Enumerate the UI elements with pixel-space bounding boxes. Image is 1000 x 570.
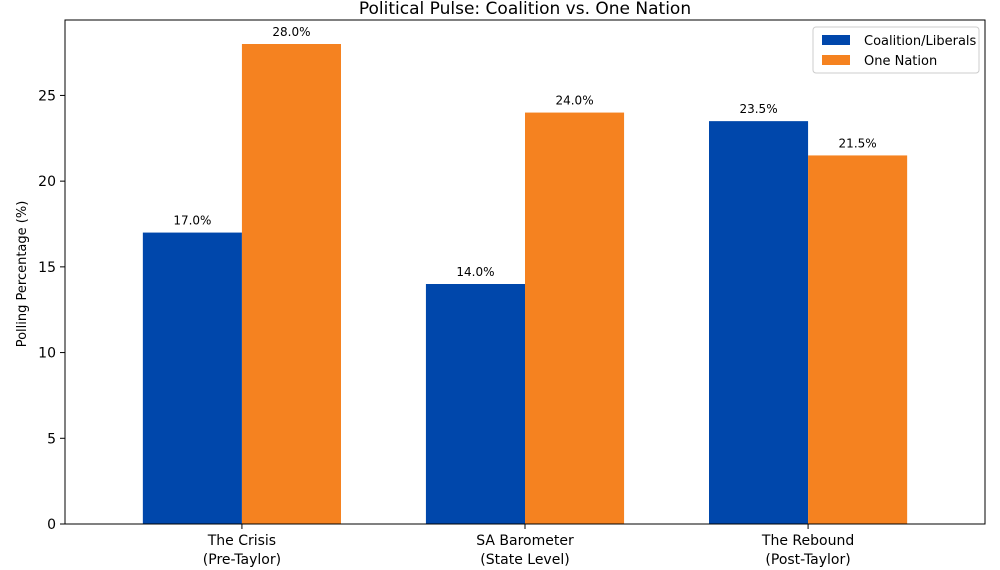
bar-one-nation-2: [808, 155, 908, 524]
data-label: 23.5%: [739, 102, 777, 116]
data-labels-group: 17.0% 14.0% 23.5% 28.0% 24.0% 21.5%: [173, 25, 876, 279]
x-tick-label: The Crisis: [207, 533, 276, 549]
y-tick-label: 10: [38, 346, 56, 362]
bar-coalition-0: [142, 232, 242, 525]
y-tick-label: 0: [47, 517, 56, 533]
y-tick-label: 5: [47, 431, 56, 447]
data-label: 24.0%: [555, 94, 593, 108]
y-tick-label: 20: [38, 174, 56, 190]
x-tick-label: (State Level): [480, 552, 569, 568]
legend: Coalition/Liberals One Nation: [812, 26, 980, 74]
x-axis-ticks: The Crisis (Pre-Taylor) SA Barometer (State…: [203, 524, 854, 568]
legend-box: [812, 26, 980, 74]
bar-one-nation-0: [241, 44, 341, 524]
chart-title: Political Pulse: Coalition vs. One Natio…: [359, 0, 691, 19]
legend-label: One Nation: [864, 54, 937, 69]
x-tick-label: (Pre-Taylor): [203, 552, 281, 568]
plot-frame: [64, 19, 986, 525]
legend-label: Coalition/Liberals: [864, 34, 977, 49]
y-axis-label: Polling Percentage (%): [15, 201, 30, 348]
legend-swatch: [822, 35, 850, 45]
bar-coalition-2: [709, 121, 809, 525]
bar-one-nation-1: [525, 112, 625, 525]
y-tick-label: 15: [38, 260, 56, 276]
data-label: 28.0%: [272, 25, 310, 39]
bar-coalition-1: [425, 284, 525, 524]
bars-group: [142, 44, 908, 525]
y-tick-label: 25: [38, 88, 56, 104]
data-label: 14.0%: [456, 265, 494, 279]
x-tick-label: The Rebound: [761, 533, 854, 549]
legend-swatch: [822, 55, 850, 65]
y-axis-ticks: 0 5 10 15 20 25: [38, 88, 65, 533]
x-tick-label: SA Barometer: [476, 533, 574, 549]
data-label: 21.5%: [839, 136, 877, 150]
x-tick-label: (Post-Taylor): [765, 552, 850, 568]
data-label: 17.0%: [173, 214, 211, 228]
